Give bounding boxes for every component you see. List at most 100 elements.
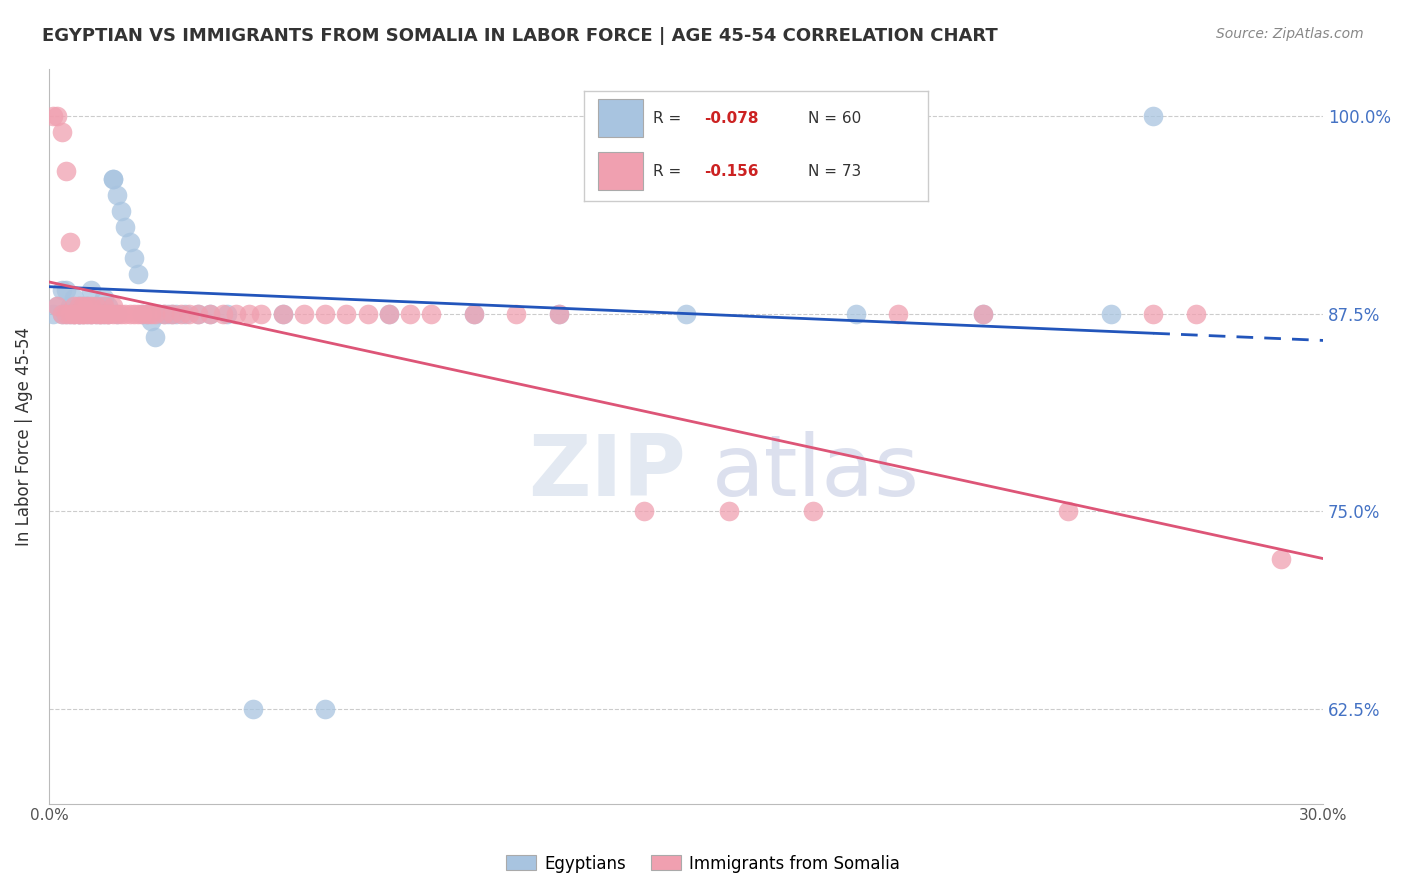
Point (97, 307, 120, 321)
Point (84, 307, 107, 321)
Point (717, 504, 740, 518)
Point (152, 307, 174, 321)
Point (89, 307, 111, 321)
Point (314, 307, 336, 321)
Text: Source: ZipAtlas.com: Source: ZipAtlas.com (1216, 27, 1364, 41)
Point (1142, 307, 1164, 321)
Text: atlas: atlas (711, 432, 920, 515)
Point (972, 307, 994, 321)
Point (1057, 504, 1080, 518)
Point (101, 172, 124, 186)
Y-axis label: In Labor Force | Age 45-54: In Labor Force | Age 45-54 (15, 326, 32, 546)
Point (250, 307, 273, 321)
Point (55, 164, 77, 178)
Point (72, 299, 94, 313)
Point (131, 307, 153, 321)
Point (845, 307, 868, 321)
Point (89, 307, 111, 321)
Point (89, 307, 111, 321)
Point (67, 299, 90, 313)
Point (118, 307, 141, 321)
Point (633, 504, 655, 518)
Point (46, 109, 69, 123)
Point (76, 307, 98, 321)
Point (139, 314, 162, 328)
Text: EGYPTIAN VS IMMIGRANTS FROM SOMALIA IN LABOR FORCE | AGE 45-54 CORRELATION CHART: EGYPTIAN VS IMMIGRANTS FROM SOMALIA IN L… (42, 27, 998, 45)
Point (59, 235, 82, 250)
Point (72, 307, 94, 321)
Point (42, 307, 65, 321)
Point (148, 307, 170, 321)
Point (1099, 307, 1122, 321)
Point (179, 307, 201, 321)
Point (505, 307, 527, 321)
Point (463, 307, 485, 321)
Point (1184, 307, 1206, 321)
Point (675, 307, 697, 321)
Point (238, 307, 260, 321)
Point (110, 203, 132, 218)
Point (200, 307, 222, 321)
Point (271, 307, 294, 321)
Point (314, 702, 336, 716)
Point (105, 307, 128, 321)
Point (76, 307, 98, 321)
Point (122, 307, 145, 321)
Point (127, 267, 149, 281)
Point (114, 307, 136, 321)
Point (97, 307, 120, 321)
Point (105, 188, 128, 202)
Point (46, 299, 69, 313)
Point (420, 307, 443, 321)
Point (160, 307, 183, 321)
Text: ZIP: ZIP (529, 432, 686, 515)
Point (135, 307, 157, 321)
Point (89, 299, 111, 313)
Point (84, 299, 107, 313)
Point (63, 307, 86, 321)
Point (51, 307, 73, 321)
Point (51, 125, 73, 139)
Point (160, 307, 183, 321)
Point (212, 307, 235, 321)
Point (97, 299, 120, 313)
Point (72, 299, 94, 313)
Point (887, 307, 910, 321)
Point (110, 307, 132, 321)
Point (1270, 551, 1292, 566)
Point (156, 307, 179, 321)
Point (242, 702, 264, 716)
Point (84, 307, 107, 321)
Point (292, 307, 315, 321)
Point (547, 307, 569, 321)
Point (46, 299, 69, 313)
Point (80, 307, 103, 321)
Point (131, 307, 153, 321)
Point (143, 307, 166, 321)
Point (399, 307, 422, 321)
Point (76, 299, 98, 313)
Point (63, 291, 86, 305)
Point (127, 307, 149, 321)
Point (63, 299, 86, 313)
Point (225, 307, 247, 321)
Point (67, 307, 90, 321)
Point (80, 307, 103, 321)
Point (165, 307, 187, 321)
Point (80, 299, 103, 313)
Legend: Egyptians, Immigrants from Somalia: Egyptians, Immigrants from Somalia (499, 848, 907, 880)
Point (101, 299, 124, 313)
Point (55, 307, 77, 321)
Point (101, 172, 124, 186)
Point (139, 307, 162, 321)
Point (118, 235, 141, 250)
Point (67, 299, 90, 313)
Point (51, 307, 73, 321)
Point (377, 307, 399, 321)
Point (72, 307, 94, 321)
Point (169, 307, 191, 321)
Point (972, 307, 994, 321)
Point (67, 307, 90, 321)
Point (55, 283, 77, 297)
Point (200, 307, 222, 321)
